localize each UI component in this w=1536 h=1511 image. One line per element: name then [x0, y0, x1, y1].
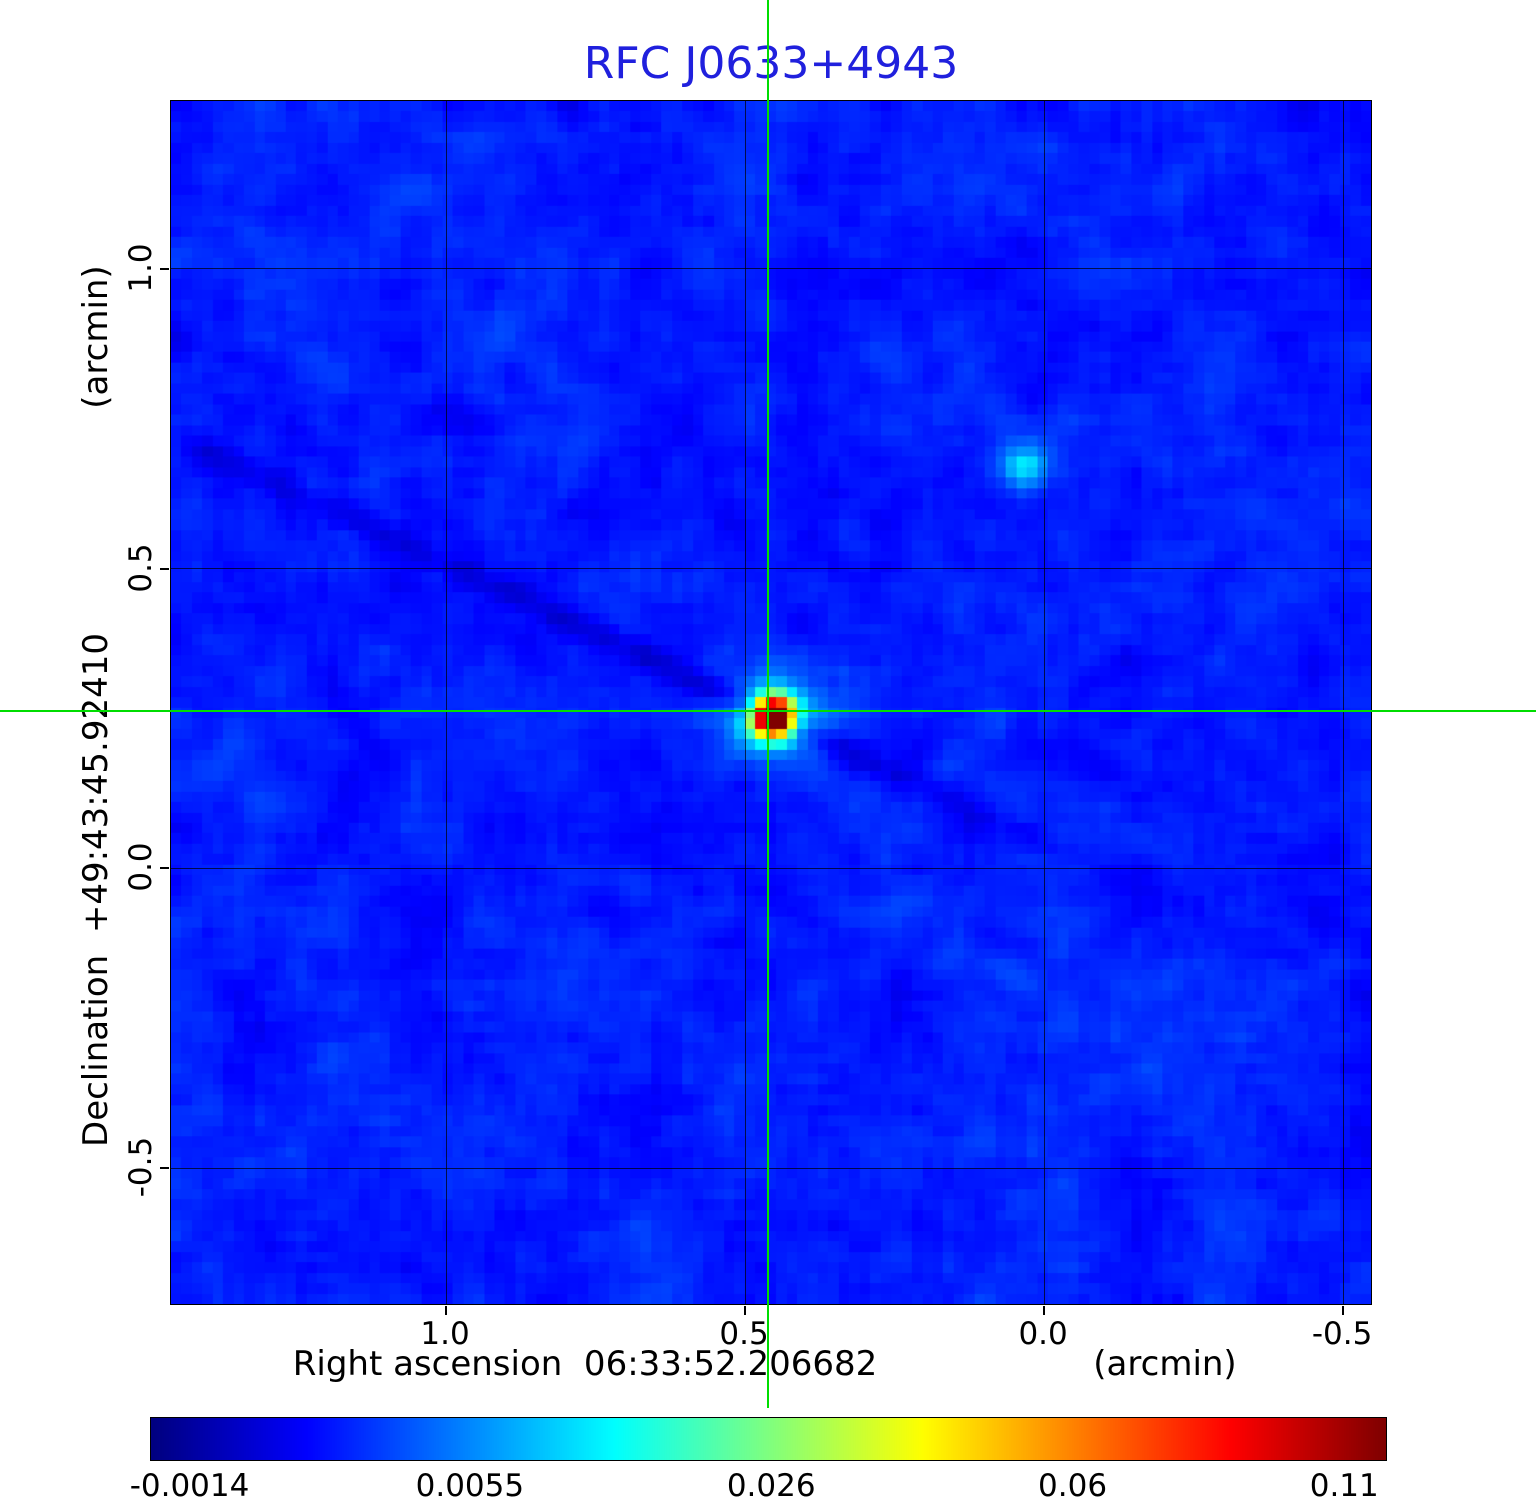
colorbar-tick-label: -0.0014	[129, 1468, 250, 1504]
y-tick-label: -0.5	[123, 1136, 159, 1198]
gridline-horizontal	[171, 268, 1371, 270]
gridline-horizontal	[171, 867, 1371, 869]
gridline-vertical	[1043, 101, 1045, 1304]
x-tick-label: 1.0	[420, 1316, 470, 1352]
crosshair-vertical	[767, 0, 769, 1408]
y-tick-label: 0.0	[123, 842, 159, 893]
gridline-horizontal	[171, 568, 1371, 570]
y-tick-mark	[160, 567, 169, 570]
x-tick-label: -0.5	[1311, 1316, 1373, 1352]
colorbar-tick-label: 0.06	[1038, 1468, 1108, 1504]
x-tick-mark	[1342, 1306, 1345, 1315]
x-tick-mark	[1043, 1306, 1046, 1315]
gridline-vertical	[744, 101, 746, 1304]
colorbar-tick-label: 0.0055	[415, 1468, 525, 1504]
y-tick-label: 0.5	[123, 542, 159, 593]
y-tick-mark	[160, 867, 169, 870]
gridline-horizontal	[171, 1167, 1371, 1169]
x-tick-mark	[744, 1306, 747, 1315]
y-axis-unit-label: (arcmin)	[76, 265, 116, 409]
x-tick-mark	[445, 1306, 448, 1315]
x-axis-label: Right ascension 06:33:52.206682	[292, 1344, 878, 1384]
heatmap-canvas	[171, 101, 1371, 1304]
plot-title: RFC J0633+4943	[583, 38, 959, 89]
plot-area	[160, 100, 1372, 1315]
colorbar	[150, 1417, 1387, 1461]
y-tick-label: 1.0	[123, 243, 159, 293]
gridline-vertical	[1342, 101, 1344, 1304]
colorbar-tick-label: 0.026	[726, 1468, 816, 1504]
colorbar-canvas	[151, 1418, 1386, 1460]
gridline-vertical	[445, 101, 447, 1304]
y-tick-mark	[160, 1167, 169, 1170]
y-tick-mark	[160, 267, 169, 270]
x-axis-unit-label: (arcmin)	[1093, 1344, 1237, 1384]
crosshair-horizontal	[0, 710, 1536, 713]
colorbar-tick-label: 0.11	[1309, 1468, 1379, 1504]
x-tick-label: 0.5	[719, 1316, 769, 1352]
x-tick-label: 0.0	[1018, 1316, 1068, 1352]
